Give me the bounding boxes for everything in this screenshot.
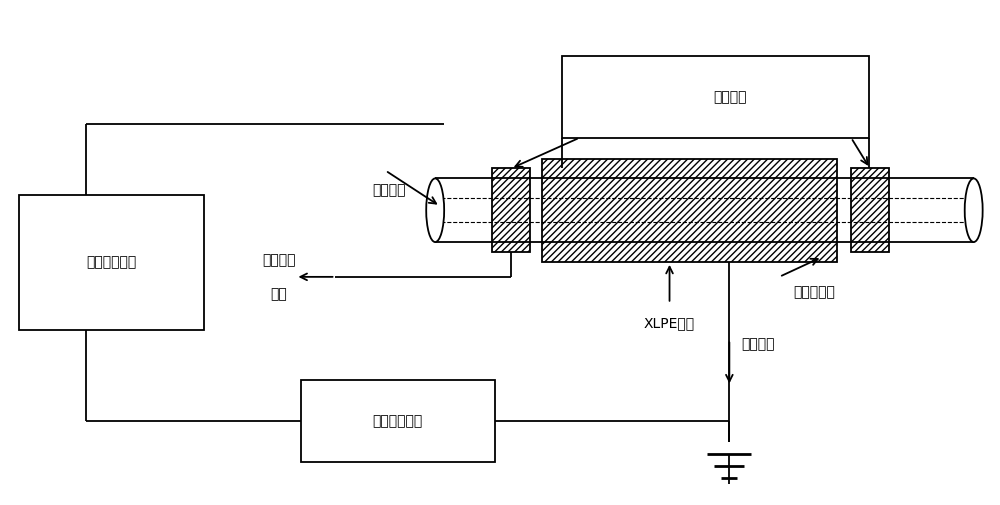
Text: 电流: 电流 xyxy=(270,287,287,301)
Text: 电流测量模块: 电流测量模块 xyxy=(373,414,423,428)
Text: XLPE绣缘: XLPE绣缘 xyxy=(644,317,695,331)
Text: 导体线芯: 导体线芯 xyxy=(372,183,406,197)
Bar xyxy=(301,380,495,462)
Text: 沿面泄漏: 沿面泄漏 xyxy=(262,253,295,267)
Ellipse shape xyxy=(965,178,983,242)
Text: 防泄漏环: 防泄漏环 xyxy=(714,90,747,104)
Bar xyxy=(542,159,837,262)
Text: 极化电流: 极化电流 xyxy=(741,337,775,351)
Bar xyxy=(851,169,889,252)
Ellipse shape xyxy=(426,178,444,242)
Bar xyxy=(562,56,869,138)
Bar xyxy=(492,169,530,252)
Text: 直流高压电源: 直流高压电源 xyxy=(86,256,137,270)
Bar xyxy=(19,195,204,330)
Text: 金属屏蔽层: 金属屏蔽层 xyxy=(793,285,835,299)
